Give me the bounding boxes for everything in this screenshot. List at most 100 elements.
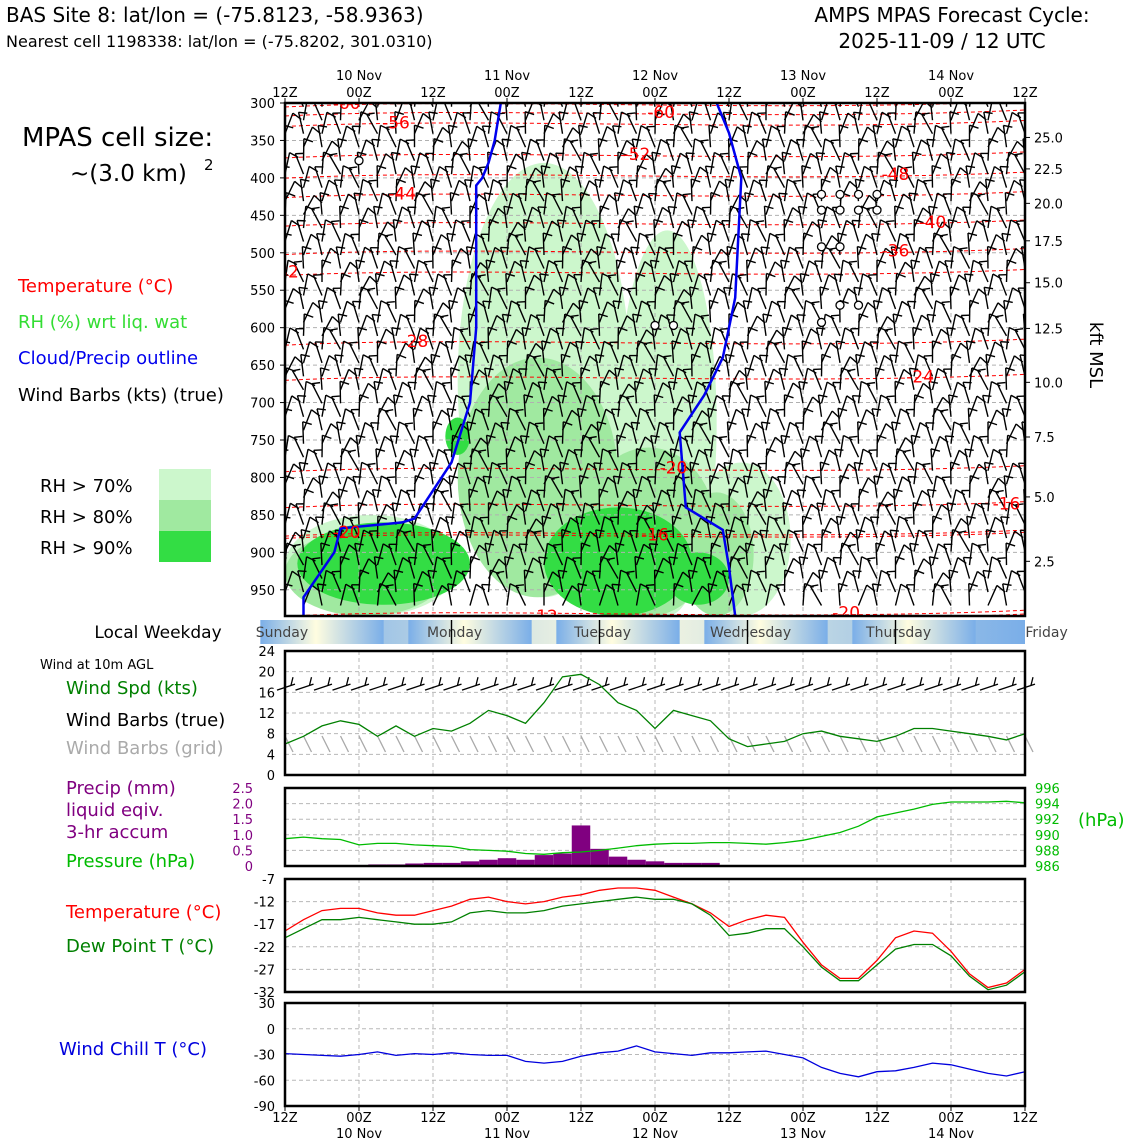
kft-tick-label: 20.0: [1034, 197, 1063, 212]
wind-barb-staff: [355, 435, 360, 458]
wind-barb: [570, 489, 582, 512]
wind-barb-flag: [595, 529, 605, 533]
wind-barb-staff: [687, 570, 693, 593]
wind-barb-flag: [1021, 246, 1025, 249]
wind-barb-staff: [422, 545, 434, 566]
wind-barb-staff: [587, 262, 601, 283]
wind-barb-staff: [617, 490, 628, 512]
wind-barb-staff: [339, 408, 347, 431]
wind-barb: [820, 421, 834, 444]
wind-barb-staff: [358, 383, 369, 404]
wind-barb-flag: [598, 488, 609, 493]
wind-barb-flag: [613, 475, 623, 478]
wind-barb: [835, 165, 845, 188]
wind-barb-staff: [876, 247, 887, 269]
wind-barb-flag: [681, 301, 690, 304]
wind-barb: [778, 192, 788, 215]
wind-barb-flag: [357, 326, 368, 331]
wind-barb-staff: [466, 421, 471, 444]
wind-barb-staff: [709, 475, 712, 498]
wind-barb-staff: [654, 382, 664, 404]
wind-barb-flag: [860, 205, 871, 211]
wind-barb: [913, 558, 933, 579]
wind-barb: [968, 299, 980, 323]
wind-barb: [646, 300, 656, 323]
wind-barb: [796, 314, 806, 337]
wind-barb: [487, 286, 501, 310]
wind-barb: [746, 326, 758, 350]
true-barb: [480, 683, 499, 691]
wind-barb-staff: [820, 449, 830, 471]
wind-barb-flag: [594, 178, 604, 182]
wind-barb: [815, 152, 825, 175]
wind-barb: [738, 166, 749, 188]
wind-barb: [285, 267, 286, 269]
wind-barb: [358, 394, 370, 417]
wind-barb: [335, 421, 346, 444]
wind-barb-staff: [321, 112, 328, 134]
wind-barb: [634, 555, 645, 579]
wind-barb-staff: [608, 167, 619, 188]
wind-barb: [487, 218, 499, 242]
wind-barb-flag: [932, 340, 942, 345]
wind-barb: [466, 421, 476, 444]
wind-barb-flag: [527, 353, 537, 359]
wind-barb-flag: [875, 542, 886, 547]
wind-barb-staff: [987, 127, 999, 148]
icing-circle: [835, 242, 845, 252]
wind-barb: [814, 260, 824, 283]
wind-barb: [853, 461, 864, 485]
top-time-tick: 12Z: [272, 86, 298, 101]
wind-barb-flag: [880, 394, 891, 401]
wind-barb-staff: [625, 221, 638, 242]
wind-barb-staff: [887, 463, 897, 485]
wind-barb-flag: [385, 584, 394, 587]
wind-barb: [350, 584, 360, 606]
wind-barb-staff: [469, 448, 473, 471]
wind-barb-staff: [578, 300, 582, 323]
true-barb-flag: [290, 677, 294, 686]
wind-barb: [779, 259, 790, 283]
wind-barb-flag: [460, 503, 469, 506]
wind-barb: [755, 395, 767, 418]
wind-barb-staff: [366, 464, 379, 485]
wind-barb-flag: [711, 542, 721, 548]
wind-barb: [446, 583, 457, 606]
wind-barb-staff: [925, 422, 934, 444]
wind-barb: [413, 192, 426, 215]
wind-barb-staff: [594, 354, 601, 377]
wind-barb-flag: [914, 218, 924, 224]
wind-barb: [462, 462, 473, 485]
wind-barb-flag: [917, 178, 928, 185]
wind-barb-staff: [783, 558, 795, 579]
wind-barb-staff: [485, 435, 490, 458]
wind-barb: [682, 368, 693, 391]
wind-barb-flag: [1002, 407, 1012, 411]
wind-barb: [1014, 503, 1025, 525]
wind-barb-staff: [963, 273, 971, 296]
wind-barb-staff: [725, 529, 730, 552]
wind-barb: [633, 205, 644, 229]
wind-barb: [319, 191, 330, 215]
wind-barb-staff: [469, 126, 478, 148]
wind-barb-flag: [413, 582, 423, 587]
wind-barb: [857, 313, 869, 336]
wind-barb-staff: [960, 140, 971, 161]
wind-barb-flag: [784, 394, 794, 399]
wind-barb-staff: [557, 570, 564, 593]
wind-barb-staff: [329, 329, 342, 350]
wind-barb-flag: [891, 246, 901, 249]
wind-barb-flag: [836, 340, 846, 344]
wind-barb-flag: [987, 421, 998, 426]
wind-barb: [923, 530, 934, 552]
wind-barb: [949, 286, 960, 309]
wind-barb-staff: [995, 491, 1008, 512]
wind-barb: [302, 421, 312, 444]
wind-barb-staff: [543, 152, 551, 175]
wind-barb-staff: [746, 179, 755, 202]
temperature-label: -60: [647, 103, 675, 123]
wind-barb: [741, 583, 751, 606]
wind-barb-staff: [812, 369, 823, 391]
wind-barb-staff: [506, 261, 516, 283]
wind-barb-flag: [484, 192, 494, 195]
